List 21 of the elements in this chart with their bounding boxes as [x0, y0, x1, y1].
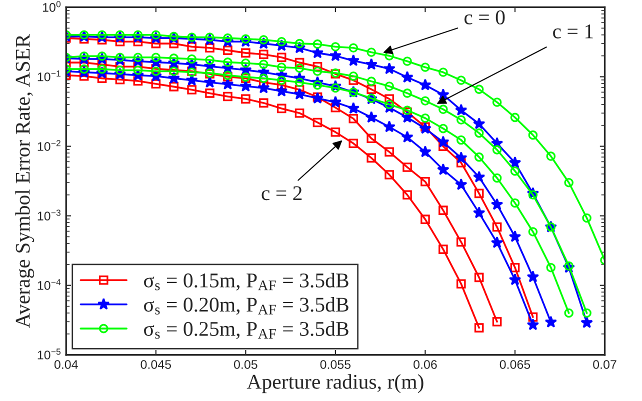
- legend-label: σ$_{s}$ = 0.15m, P$_{AF}$ = 3.5dB: [144, 272, 348, 290]
- annotation: c = 2: [262, 186, 302, 200]
- y-tick-label: 10$^{−3}$: [38, 210, 60, 220]
- x-tick-label: 0.055: [320, 360, 351, 369]
- legend-label: σ$_{s}$ = 0.20m, P$_{AF}$ = 3.5dB: [144, 297, 348, 315]
- y-tick-label: 10$^{−2}$: [38, 140, 60, 151]
- annotation: c = 0: [464, 10, 505, 24]
- x-tick-label: 0.065: [500, 360, 530, 369]
- y-tick-label: 10$^{−4}$: [38, 279, 61, 290]
- y-axis-title: Average Symbol Error Rate, ASER: [15, 34, 34, 328]
- x-tick-label: 0.07: [593, 360, 616, 369]
- x-tick-label: 0.04: [54, 360, 78, 369]
- x-tick-label: 0.05: [234, 360, 258, 369]
- y-tick-label: 10$^{−1}$: [38, 70, 60, 82]
- y-tick-label: 10$^{−5}$: [38, 348, 61, 360]
- x-tick-label: 0.045: [140, 360, 172, 369]
- y-tick-label: 10$^{0}$: [42, 0, 61, 12]
- legend-label: σ$_{s}$ = 0.25m, P$_{AF}$ = 3.5dB: [144, 321, 348, 339]
- x-axis-title: Aperture radius, r(m): [246, 374, 424, 394]
- annotation: c = 1: [553, 24, 593, 38]
- x-tick-label: 0.06: [414, 360, 437, 369]
